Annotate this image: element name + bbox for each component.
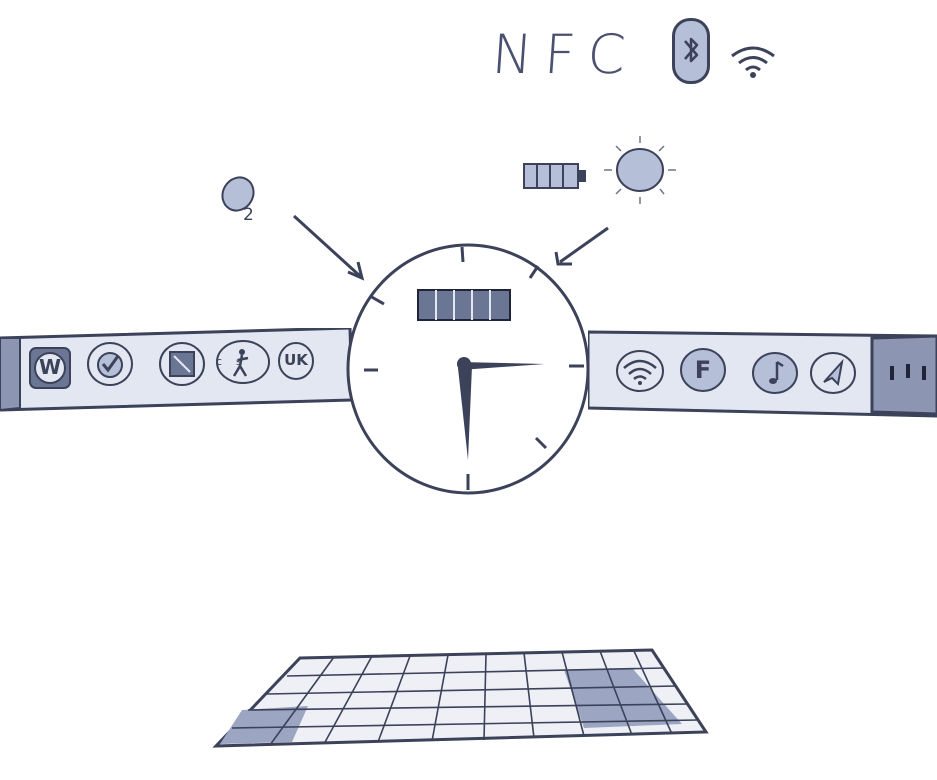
more-icon[interactable]	[878, 356, 934, 390]
square-app-icon[interactable]	[156, 340, 208, 388]
battery-icon	[523, 163, 586, 189]
w-app-icon[interactable]: W	[28, 346, 72, 390]
f-app-icon[interactable]: F	[678, 346, 728, 394]
uk-app-icon[interactable]: UK	[276, 340, 316, 382]
music-note-icon[interactable]	[750, 350, 800, 396]
w-app-label: W	[38, 355, 62, 379]
arrow-right	[554, 226, 609, 266]
watch-battery-indicator	[417, 289, 511, 321]
f-app-label: F	[694, 356, 712, 384]
cs-go-app-icon[interactable]: cs go	[214, 338, 272, 386]
bluetooth-icon[interactable]	[672, 18, 710, 84]
wifi-app-icon[interactable]	[614, 348, 666, 394]
watch-face[interactable]	[340, 238, 600, 502]
o2-icon	[221, 176, 255, 212]
brightness-icon[interactable]	[598, 132, 684, 208]
check-app-icon[interactable]	[84, 340, 136, 388]
cs-go-label: cs go	[216, 355, 272, 368]
watch-hands	[457, 357, 545, 460]
o2-subscript: 2	[243, 205, 254, 225]
keyboard-grid[interactable]	[212, 646, 712, 756]
wifi-icon[interactable]	[728, 42, 778, 82]
arrow-left	[292, 214, 365, 281]
nfc-label: NFC	[489, 23, 640, 86]
send-icon[interactable]	[808, 350, 858, 396]
uk-app-label: UK	[284, 351, 308, 369]
